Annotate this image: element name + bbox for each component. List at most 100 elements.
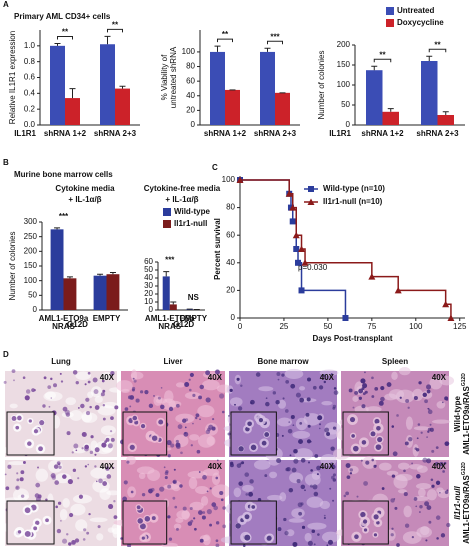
y-tick-label: 0 (346, 120, 351, 129)
tissue-texture (298, 439, 303, 445)
inset-nucleus (137, 518, 143, 524)
significance: NS (188, 293, 200, 302)
tissue-texture (431, 419, 451, 424)
tissue-texture (48, 405, 51, 408)
tissue-texture (310, 469, 313, 472)
y-tick-label: 0.4 (24, 88, 36, 97)
tissue-texture (305, 412, 310, 417)
inset-nucleus (132, 415, 138, 421)
tissue-texture (415, 483, 432, 490)
tissue-texture (323, 516, 326, 520)
y-axis-label: untreated shRNA (169, 46, 178, 108)
tissue-texture (222, 506, 226, 510)
y-tick-label: 0.2 (24, 104, 36, 113)
tissue-texture (189, 501, 204, 511)
tissue-texture (197, 405, 215, 418)
inset-nucleus (349, 417, 356, 423)
tissue-texture (332, 473, 337, 477)
inset-nucleus (373, 514, 379, 520)
bar (382, 111, 399, 125)
tissue-texture (199, 384, 205, 390)
row-label-text: AML1-ETO9a/RAS (462, 385, 471, 454)
tissue-texture (148, 403, 154, 409)
tissue-texture (51, 475, 56, 480)
tissue-texture (101, 442, 107, 448)
inset-nucleus (235, 523, 241, 529)
tissue-texture (284, 530, 289, 536)
inset-nucleus (136, 505, 141, 510)
tissue-texture (422, 392, 428, 398)
tissue-texture (188, 378, 191, 381)
y-tick-label: 10 (144, 297, 153, 306)
tissue-texture (292, 430, 311, 439)
magnification: 40X (100, 373, 115, 382)
tissue-texture (201, 515, 206, 520)
tissue-texture (22, 376, 26, 380)
tissue-texture (332, 426, 337, 430)
tissue-texture (287, 428, 293, 434)
inset-nucleus (15, 425, 20, 430)
tissue-texture (189, 372, 194, 377)
error-bar (426, 55, 433, 61)
error-bar (97, 273, 104, 276)
tissue-texture (279, 492, 287, 502)
tissue-texture (112, 466, 115, 469)
tissue-texture (300, 458, 306, 463)
tissue-texture (90, 435, 94, 439)
tissue-texture (371, 395, 375, 398)
tissue-texture (62, 406, 68, 412)
tissue-texture (276, 458, 282, 464)
tissue-texture (189, 388, 192, 392)
tissue-texture (418, 381, 422, 385)
tissue-texture (130, 490, 134, 494)
legend-swatch (386, 19, 394, 27)
tissue-texture (57, 463, 61, 466)
x-tick-label: shRNA 2+3 (94, 129, 137, 138)
inset-nucleus (45, 518, 49, 523)
tissue-texture (13, 379, 15, 382)
tissue-texture (426, 436, 428, 439)
tissue-texture (444, 490, 449, 495)
tissue-texture (333, 387, 337, 390)
tissue-texture (62, 538, 68, 544)
y-tick-label: 40 (186, 91, 195, 100)
tissue-texture (50, 397, 53, 399)
tissue-texture (215, 543, 220, 547)
tissue-texture (110, 370, 115, 376)
tissue-texture (403, 505, 412, 518)
tissue-texture (96, 533, 104, 541)
tissue-texture (403, 492, 408, 497)
data-point (293, 246, 300, 252)
x-tick-label: shRNA 2+3 (416, 129, 459, 138)
tissue-texture (198, 471, 201, 473)
inset-nucleus (376, 425, 381, 431)
tissue-texture (80, 403, 85, 409)
tissue-texture (316, 473, 319, 476)
tissue-texture (386, 470, 399, 476)
tissue-texture (120, 537, 123, 540)
legend-label: Il1r1-null (n=10) (323, 197, 383, 206)
column-header: Spleen (382, 357, 408, 366)
tissue-texture (362, 383, 368, 389)
tissue-texture (89, 450, 94, 455)
tissue-texture (440, 533, 446, 538)
tissue-texture (228, 414, 230, 417)
legend-swatch (163, 220, 171, 228)
tissue-texture (75, 371, 91, 380)
tissue-texture (187, 521, 193, 526)
data-point (289, 218, 296, 225)
tissue-texture (249, 479, 254, 484)
tissue-texture (321, 531, 340, 543)
tissue-texture (418, 488, 426, 497)
legend-swatch (163, 208, 171, 216)
tissue-texture (45, 498, 48, 501)
tissue-texture (68, 542, 72, 546)
tissue-texture (85, 411, 91, 416)
legend-label: Doxycycline (397, 18, 444, 27)
tissue-texture (170, 443, 175, 448)
tissue-texture (160, 404, 165, 410)
tissue-texture (393, 475, 408, 489)
tissue-texture (109, 430, 113, 433)
tissue-texture (316, 465, 321, 471)
y-tick-label: 40 (226, 258, 235, 267)
